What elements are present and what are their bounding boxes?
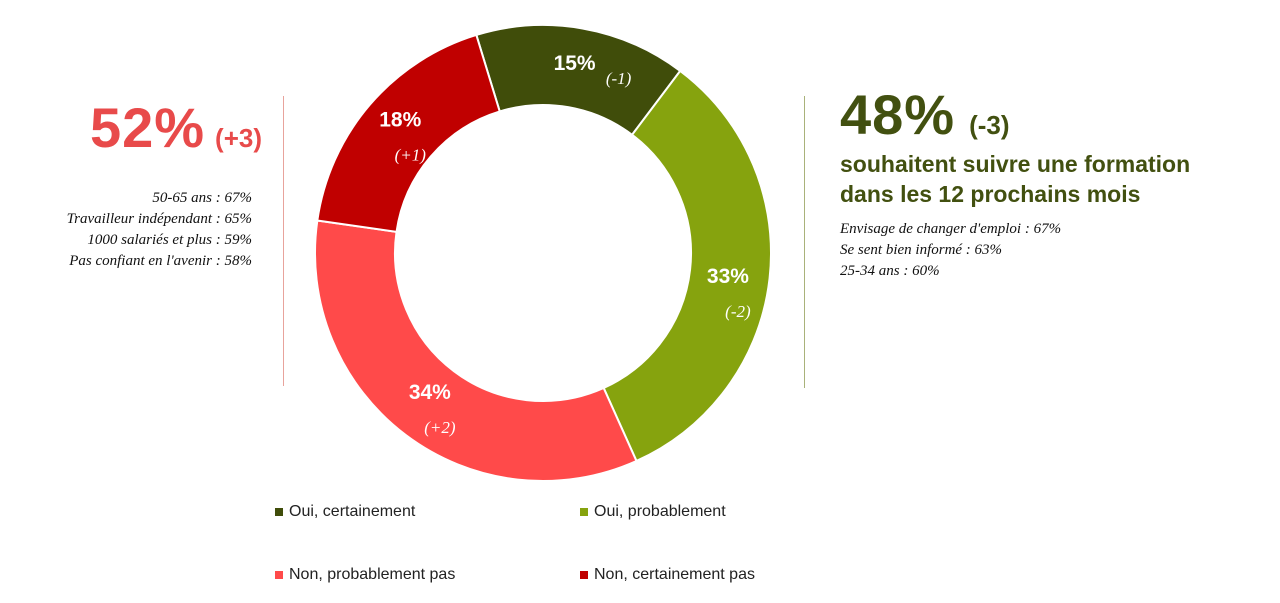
data-label-non-certainement-pas: 18% xyxy=(379,109,421,132)
left-stat: 50-65 ans : 67% xyxy=(152,190,252,206)
legend-item-non-probablement-pas: Non, probablement pas xyxy=(275,566,455,584)
slice-non-probablement-pas xyxy=(314,219,638,482)
right-stats: Envisage de changer d'emploi : 67% Se se… xyxy=(840,219,1270,282)
legend-item-non-certainement-pas: Non, certainement pas xyxy=(580,566,755,584)
data-label-oui-probablement: 33% xyxy=(707,265,749,288)
left-stat: 1000 salariés et plus : 59% xyxy=(87,232,252,248)
right-total: 48% (-3) xyxy=(840,82,1270,147)
left-total: 52% (+3) xyxy=(0,95,262,160)
right-summary: 48% (-3) souhaitent suivre une formation … xyxy=(840,82,1270,282)
data-label-oui-certainement: 15% xyxy=(554,52,596,75)
right-total-change: (-3) xyxy=(969,110,1010,140)
legend-label: Oui, certainement xyxy=(289,503,416,520)
legend-swatch xyxy=(275,571,283,579)
legend-label: Non, certainement pas xyxy=(594,566,755,583)
left-total-change: (+3) xyxy=(215,123,262,153)
change-label-oui-certainement: (-1) xyxy=(606,69,632,88)
right-stat: 25-34 ans : 60% xyxy=(840,263,940,279)
left-divider xyxy=(283,96,284,386)
legend-swatch xyxy=(580,571,588,579)
slice-non-certainement-pas xyxy=(316,33,501,234)
change-label-non-probablement-pas: (+2) xyxy=(424,418,456,437)
right-stat: Se sent bien informé : 63% xyxy=(840,242,1003,258)
legend-swatch xyxy=(580,508,588,516)
left-stat: Pas confiant en l'avenir : 58% xyxy=(69,253,252,269)
left-stats: 50-65 ans : 67% Travailleur indépendant … xyxy=(0,188,262,272)
left-stat: Travailleur indépendant : 65% xyxy=(66,211,252,227)
right-subtitle-line: dans les 12 prochains mois xyxy=(840,181,1141,207)
left-summary: 52% (+3) 50-65 ans : 67% Travailleur indé… xyxy=(0,95,262,272)
change-label-oui-probablement: (-2) xyxy=(725,302,751,321)
legend-label: Non, probablement pas xyxy=(289,566,456,583)
slice-oui-probablement xyxy=(602,69,772,463)
legend-item-oui-probablement: Oui, probablement xyxy=(580,503,726,521)
data-label-non-probablement-pas: 34% xyxy=(409,381,451,404)
right-stat: Envisage de changer d'emploi : 67% xyxy=(840,221,1062,237)
legend-swatch xyxy=(275,508,283,516)
left-total-percent: 52% xyxy=(89,96,206,159)
legend-item-oui-certainement: Oui, certainement xyxy=(275,503,415,521)
right-divider xyxy=(804,96,805,388)
legend-label: Oui, probablement xyxy=(594,503,726,520)
right-subtitle-line: souhaitent suivre une formation xyxy=(840,151,1191,177)
change-label-non-certainement-pas: (+1) xyxy=(395,146,427,165)
right-total-percent: 48% xyxy=(840,83,956,146)
right-subtitle: souhaitent suivre une formation dans les… xyxy=(840,149,1270,209)
